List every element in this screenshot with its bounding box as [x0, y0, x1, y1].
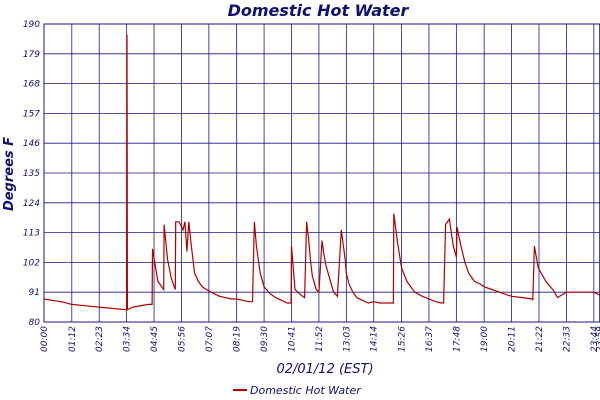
x-tick-label: 19:00 [480, 326, 490, 352]
x-tick-label: 17:48 [452, 326, 462, 352]
x-tick-label: 04:45 [150, 326, 160, 352]
y-tick-label: 168 [23, 80, 40, 90]
y-tick-label: 91 [29, 288, 40, 298]
series-line-domestic-hot-water [43, 34, 600, 311]
x-tick-label: 23:59 [596, 326, 600, 352]
legend: Domestic Hot Water [233, 384, 362, 397]
x-tick-label: 14:14 [370, 326, 380, 352]
y-tick-label: 179 [23, 50, 40, 60]
x-tick-label: 11:52 [315, 326, 325, 352]
x-tick-label: 05:56 [177, 326, 187, 352]
legend-label: Domestic Hot Water [250, 384, 362, 397]
x-tick-label: 10:41 [287, 326, 297, 352]
x-tick-label: 16:37 [425, 326, 435, 352]
x-tick-label: 20:11 [508, 326, 518, 352]
x-tick-label: 03:34 [123, 326, 133, 352]
x-tick-label: 09:30 [260, 326, 270, 352]
y-tick-label: 124 [23, 199, 40, 209]
y-tick-label: 80 [29, 318, 41, 328]
x-tick-label: 22:33 [562, 326, 572, 352]
y-tick-label: 157 [23, 109, 40, 119]
y-tick-label: 146 [23, 139, 40, 149]
y-tick-label: 113 [23, 229, 40, 239]
y-tick-label: 135 [23, 169, 40, 179]
x-tick-label: 13:03 [342, 326, 352, 352]
x-tick-label: 08:19 [233, 326, 243, 352]
chart-title: Domestic Hot Water [228, 1, 410, 20]
x-tick-labels: 00:00 01:12 02:23 03:34 04:45 05:56 07:07 08:19… [40, 326, 600, 352]
x-tick-label: 02:23 [95, 326, 105, 352]
y-tick-label: 102 [23, 258, 40, 268]
x-tick-label: 01:12 [68, 326, 78, 352]
y-tick-labels: 80 91 102 113 124 135 146 157 168 179 190 [23, 20, 40, 328]
x-axis-label: 02/01/12 (EST) [276, 362, 373, 377]
x-tick-label: 23:44 [590, 326, 600, 352]
x-tick-label: 21:22 [535, 326, 545, 352]
x-tick-label: 07:07 [205, 326, 215, 352]
plot-frame [43, 23, 600, 323]
x-tick-label: 00:00 [40, 326, 50, 352]
y-tick-label: 190 [23, 20, 40, 30]
y-axis-label: Degrees F [2, 137, 17, 211]
x-tick-label: 15:26 [398, 326, 408, 352]
